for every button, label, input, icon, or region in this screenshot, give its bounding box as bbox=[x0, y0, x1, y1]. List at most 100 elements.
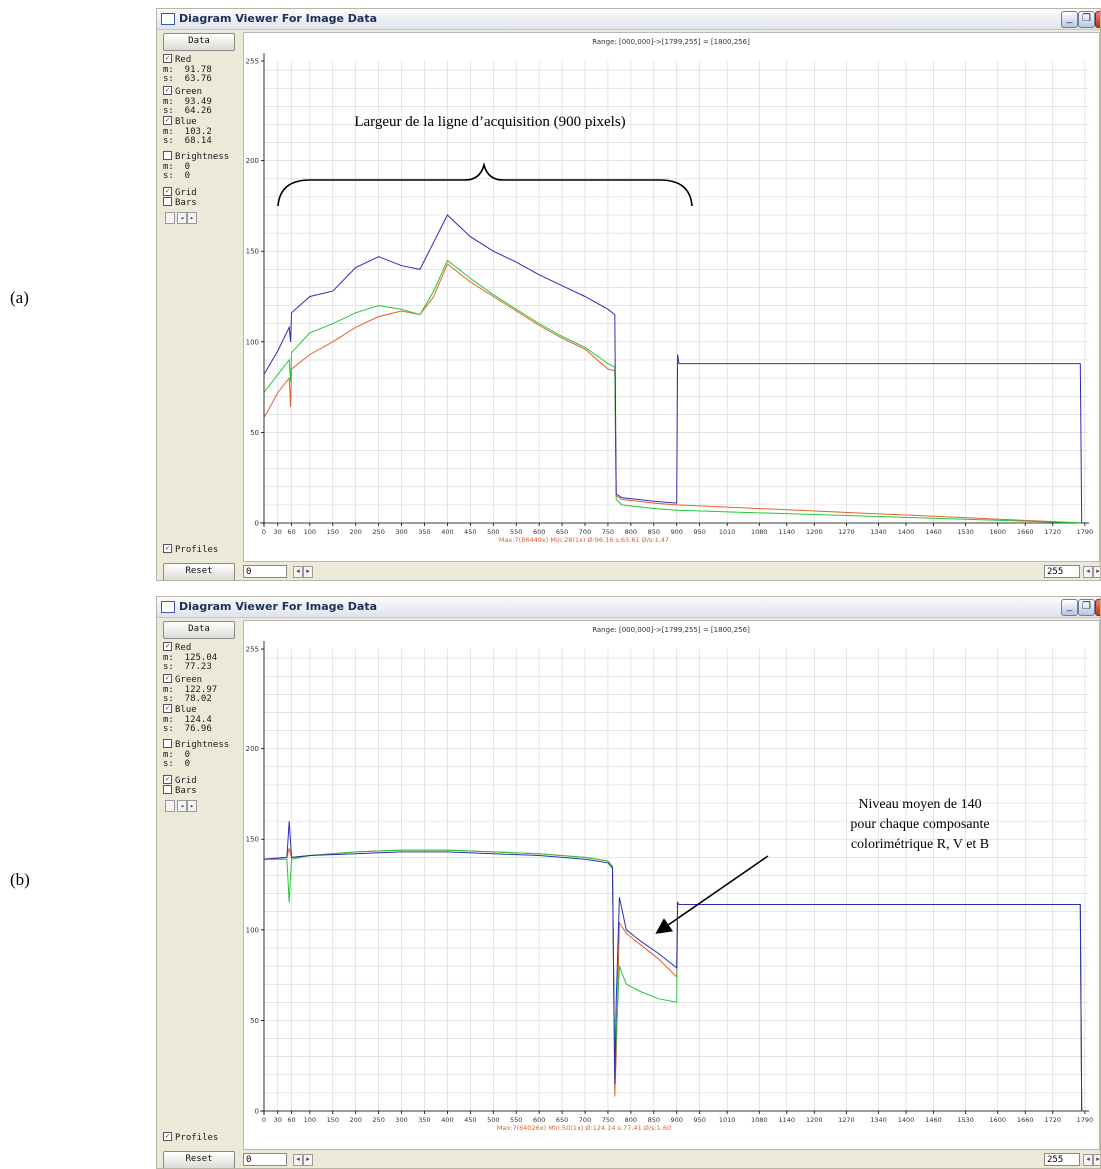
bars-value-field[interactable] bbox=[165, 800, 175, 812]
red-label: Red bbox=[175, 643, 192, 653]
bars-checkbox[interactable] bbox=[163, 197, 172, 206]
y-tick-label: 50 bbox=[250, 429, 259, 437]
green-checkbox[interactable]: ✓ bbox=[163, 86, 172, 95]
red-checkbox-row[interactable]: ✓ Red bbox=[163, 54, 191, 65]
blue-checkbox[interactable]: ✓ bbox=[163, 116, 172, 125]
x-tick-label: 750 bbox=[602, 1116, 614, 1124]
red-mean: m: 91.78 bbox=[163, 65, 212, 75]
max-increment-button[interactable]: ▸ bbox=[1093, 1154, 1100, 1166]
window-title: Diagram Viewer For Image Data bbox=[179, 12, 378, 25]
bars-value-field[interactable] bbox=[165, 212, 175, 224]
brightness-checkbox-row[interactable]: Brightness bbox=[163, 739, 230, 750]
restore-button[interactable]: ❐ bbox=[1078, 11, 1095, 28]
x-tick-label: 60 bbox=[287, 528, 295, 536]
min-increment-button[interactable]: ▸ bbox=[303, 566, 313, 578]
mean-level-annotation-line-2: pour chaque composante bbox=[850, 817, 990, 832]
restore-button[interactable]: ❐ bbox=[1078, 599, 1095, 616]
red-std: s: 77.23 bbox=[163, 662, 212, 672]
title-bar[interactable]: Diagram Viewer For Image Data _ ❐ ✕ bbox=[157, 597, 1100, 618]
bars-increment-button[interactable]: ▸ bbox=[187, 212, 197, 224]
reset-button[interactable]: Reset bbox=[163, 563, 235, 580]
brightness-checkbox[interactable] bbox=[163, 151, 172, 160]
green-checkbox-row[interactable]: ✓ Green bbox=[163, 674, 202, 685]
brightness-label: Brightness bbox=[175, 152, 230, 162]
reset-button[interactable]: Reset bbox=[163, 1151, 235, 1168]
x-tick-label: 650 bbox=[556, 1116, 568, 1124]
x-tick-label: 250 bbox=[372, 528, 384, 536]
min-decrement-button[interactable]: ◂ bbox=[293, 1154, 303, 1166]
x-tick-label: 700 bbox=[579, 528, 591, 536]
bars-checkbox-row[interactable]: Bars bbox=[163, 785, 197, 796]
min-increment-button[interactable]: ▸ bbox=[303, 1154, 313, 1166]
bars-increment-button[interactable]: ▸ bbox=[187, 800, 197, 812]
close-button[interactable]: ✕ bbox=[1095, 11, 1100, 28]
red-checkbox[interactable]: ✓ bbox=[163, 54, 172, 63]
x-tick-label: 1140 bbox=[779, 1116, 796, 1124]
x-tick-label: 30 bbox=[274, 528, 282, 536]
x-tick-label: 600 bbox=[533, 1116, 545, 1124]
blue-checkbox-row[interactable]: ✓ Blue bbox=[163, 704, 197, 715]
data-button[interactable]: Data bbox=[163, 33, 235, 51]
blue-checkbox-row[interactable]: ✓ Blue bbox=[163, 116, 197, 127]
x-tick-label: 1340 bbox=[870, 528, 887, 536]
max-increment-button[interactable]: ▸ bbox=[1093, 566, 1100, 578]
range-text: Range: [000,000]->[1799,255] = [1800,256… bbox=[592, 626, 750, 634]
x-tick-label: 100 bbox=[304, 528, 316, 536]
brightness-label: Brightness bbox=[175, 740, 230, 750]
bars-label: Bars bbox=[175, 786, 197, 796]
grid-checkbox-row[interactable]: ✓ Grid bbox=[163, 775, 197, 786]
brightness-checkbox-row[interactable]: Brightness bbox=[163, 151, 230, 162]
minimize-button[interactable]: _ bbox=[1061, 11, 1078, 28]
x-tick-label: 350 bbox=[418, 528, 430, 536]
y-tick-label: 50 bbox=[250, 1017, 259, 1025]
profiles-checkbox[interactable]: ✓ bbox=[163, 1132, 172, 1141]
max-decrement-button[interactable]: ◂ bbox=[1083, 566, 1093, 578]
annotation-arrow bbox=[655, 855, 769, 934]
grid-checkbox-row[interactable]: ✓ Grid bbox=[163, 187, 197, 198]
data-button[interactable]: Data bbox=[163, 621, 235, 639]
brightness-checkbox[interactable] bbox=[163, 739, 172, 748]
x-tick-label: 1200 bbox=[806, 1116, 823, 1124]
x-tick-label: 850 bbox=[648, 1116, 660, 1124]
min-decrement-button[interactable]: ◂ bbox=[293, 566, 303, 578]
profiles-checkbox[interactable]: ✓ bbox=[163, 544, 172, 553]
min-value-field[interactable]: 0 bbox=[243, 565, 287, 578]
y-tick-label: 100 bbox=[246, 926, 259, 934]
x-tick-label: 350 bbox=[418, 1116, 430, 1124]
green-checkbox[interactable]: ✓ bbox=[163, 674, 172, 683]
grid-label: Grid bbox=[175, 188, 197, 198]
bars-decrement-button[interactable]: ◂ bbox=[177, 212, 187, 224]
green-checkbox-row[interactable]: ✓ Green bbox=[163, 86, 203, 97]
x-tick-label: 450 bbox=[464, 1116, 476, 1124]
x-tick-label: 1080 bbox=[751, 1116, 768, 1124]
max-value-field[interactable]: 255 bbox=[1044, 565, 1080, 578]
x-tick-label: 400 bbox=[441, 1116, 453, 1124]
diagram-viewer-window-b: Diagram Viewer For Image Data _ ❐ ✕ Data… bbox=[156, 596, 1101, 1169]
y-tick-label: 150 bbox=[246, 248, 259, 256]
x-tick-label: 300 bbox=[395, 528, 407, 536]
close-button[interactable]: ✕ bbox=[1095, 599, 1100, 616]
x-tick-label: 500 bbox=[487, 528, 499, 536]
green-label: Green bbox=[175, 87, 203, 97]
x-tick-label: 550 bbox=[510, 1116, 522, 1124]
brightness-mean: m: 0 bbox=[163, 162, 191, 172]
bars-checkbox-row[interactable]: Bars bbox=[163, 197, 197, 208]
x-tick-label: 800 bbox=[625, 528, 637, 536]
x-tick-label: 900 bbox=[671, 528, 683, 536]
minimize-button[interactable]: _ bbox=[1061, 599, 1078, 616]
profiles-checkbox-row[interactable]: ✓ Profiles bbox=[163, 544, 218, 555]
grid-checkbox[interactable]: ✓ bbox=[163, 187, 172, 196]
bars-checkbox[interactable] bbox=[163, 785, 172, 794]
profiles-checkbox-row[interactable]: ✓ Profiles bbox=[163, 1132, 218, 1143]
blue-checkbox[interactable]: ✓ bbox=[163, 704, 172, 713]
title-bar[interactable]: Diagram Viewer For Image Data _ ❐ ✕ bbox=[157, 9, 1100, 30]
bars-decrement-button[interactable]: ◂ bbox=[177, 800, 187, 812]
red-checkbox-row[interactable]: ✓ Red bbox=[163, 642, 192, 653]
window-title: Diagram Viewer For Image Data bbox=[179, 600, 378, 613]
x-tick-label: 150 bbox=[327, 1116, 339, 1124]
mean-level-annotation-line-1: Niveau moyen de 140 bbox=[858, 797, 982, 812]
max-decrement-button[interactable]: ◂ bbox=[1083, 1154, 1093, 1166]
grid-checkbox[interactable]: ✓ bbox=[163, 775, 172, 784]
red-checkbox[interactable]: ✓ bbox=[163, 642, 172, 651]
acquisition-width-annotation: Largeur de la ligne d’acquisition (900 p… bbox=[354, 114, 626, 130]
